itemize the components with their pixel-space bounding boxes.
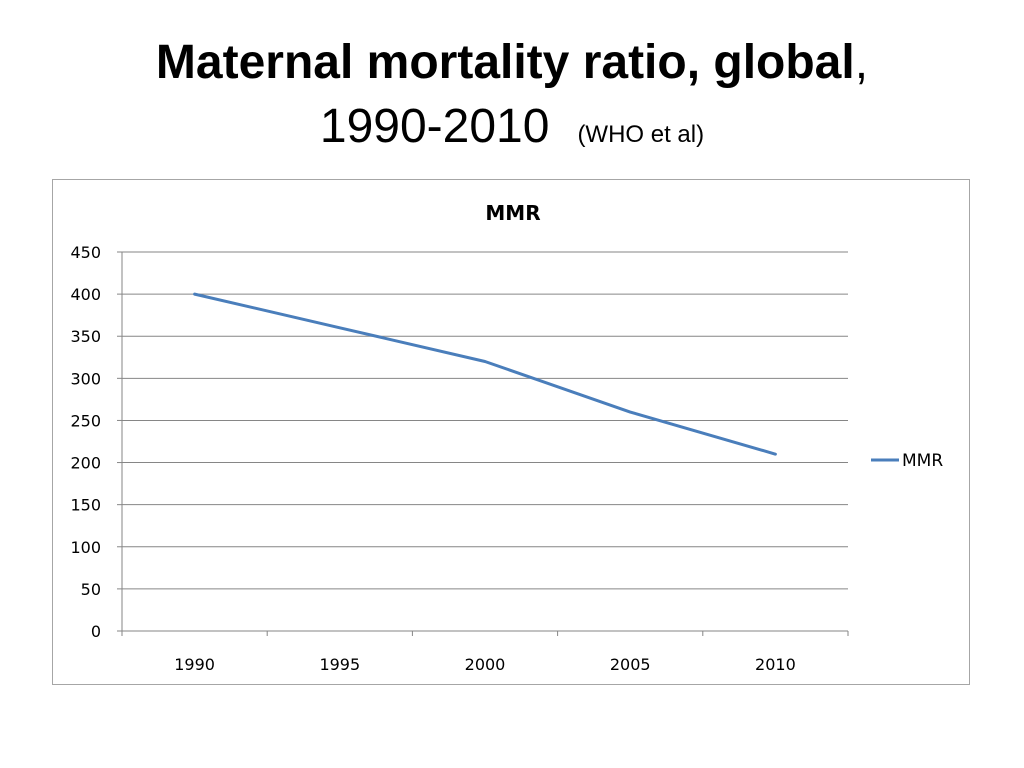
series-lines bbox=[193, 292, 777, 456]
y-axis-tick-labels: 0 50 100 150 200 250 300 350 400 450 bbox=[70, 243, 101, 641]
slide-title-years: 1990-2010 bbox=[319, 100, 550, 153]
data-point bbox=[629, 410, 632, 414]
data-point bbox=[193, 292, 196, 296]
y-tick-label: 350 bbox=[70, 327, 101, 346]
slide-title-main: Maternal mortality ratio, global bbox=[155, 36, 855, 89]
series-line-mmr bbox=[193, 292, 777, 456]
chart-title: MMR bbox=[485, 201, 540, 225]
y-tick-label: 300 bbox=[70, 369, 101, 388]
x-tick-label: 2010 bbox=[755, 655, 796, 674]
line-chart: MMR 0 50 100 150 200 250 300 350 400 450 1990 1995… bbox=[70, 201, 943, 674]
x-tick-label: 1995 bbox=[319, 655, 360, 674]
legend-label: MMR bbox=[902, 451, 943, 471]
data-point bbox=[338, 326, 341, 329]
x-axis-tick-labels: 1990 1995 2000 2005 2010 bbox=[174, 655, 796, 674]
y-tick-label: 50 bbox=[81, 580, 101, 599]
x-tick-label: 2005 bbox=[610, 655, 651, 674]
y-tick-label: 0 bbox=[91, 622, 101, 641]
slide-title: Maternal mortality ratio, global, 1990-2… bbox=[0, 30, 1024, 166]
slide-title-comma: , bbox=[854, 36, 869, 89]
y-tick-label: 100 bbox=[70, 538, 101, 557]
y-tick-label: 400 bbox=[70, 285, 101, 304]
data-point bbox=[774, 452, 777, 456]
legend: MMR bbox=[871, 451, 943, 471]
slide-title-line-2: 1990-2010 (WHO et al) bbox=[0, 96, 1024, 166]
gridlines bbox=[117, 251, 848, 632]
y-tick-label: 250 bbox=[70, 411, 101, 430]
chart-frame: MMR 0 50 100 150 200 250 300 350 400 450 1990 1995… bbox=[52, 179, 970, 685]
slide-title-line-1: Maternal mortality ratio, global, bbox=[0, 30, 1024, 96]
y-tick-label: 150 bbox=[70, 496, 101, 515]
slide-title-source: (WHO et al) bbox=[577, 121, 705, 148]
x-tick-label: 2000 bbox=[465, 655, 506, 674]
y-tick-label: 450 bbox=[70, 243, 101, 262]
x-tick-label: 1990 bbox=[174, 655, 215, 674]
y-tick-label: 200 bbox=[70, 454, 101, 473]
axes bbox=[121, 252, 849, 636]
data-point bbox=[483, 360, 487, 363]
